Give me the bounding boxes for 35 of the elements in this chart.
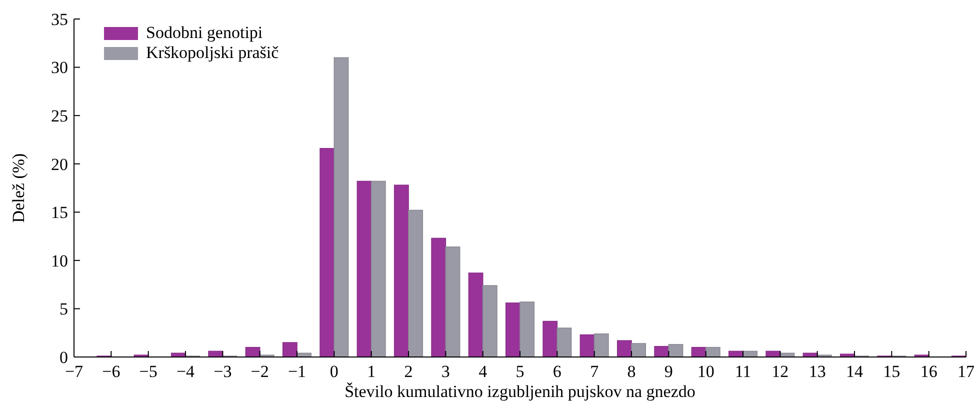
x-tick-label: 2 xyxy=(404,362,413,381)
y-tick-label: 10 xyxy=(51,251,68,270)
x-tick-label: 9 xyxy=(664,362,673,381)
x-tick-label: 7 xyxy=(590,362,600,381)
x-tick-label: 4 xyxy=(478,362,488,381)
legend-label: Sodobni genotipi xyxy=(146,23,263,42)
x-tick-label: 6 xyxy=(552,362,562,381)
x-tick-label: 3 xyxy=(441,362,450,381)
x-tick-label: 10 xyxy=(697,362,714,381)
x-tick-label: 0 xyxy=(330,362,338,381)
x-tick-label: −2 xyxy=(250,362,269,381)
x-tick-label: −3 xyxy=(214,362,232,381)
y-axis-title: Delež (%) xyxy=(9,153,28,223)
x-tick-label: −6 xyxy=(102,362,120,381)
y-tick-label: 30 xyxy=(51,58,68,78)
y-tick-label: 25 xyxy=(51,106,68,126)
y-tick-label: 20 xyxy=(51,154,68,174)
x-tick-label: 17 xyxy=(958,362,975,381)
x-tick-label: −4 xyxy=(176,362,196,381)
x-tick-label: 14 xyxy=(846,362,864,381)
x-tick-label: 13 xyxy=(808,362,826,381)
x-tick-label: −1 xyxy=(288,362,306,381)
x-axis-title: Število kumulativno izgubljenih pujskov na gnezdo xyxy=(344,382,696,401)
x-tick-label: 8 xyxy=(627,362,636,381)
x-tick-label: −5 xyxy=(139,362,158,381)
legend-label: Krškopoljski prašič xyxy=(146,43,280,62)
y-tick-label: 35 xyxy=(51,10,68,29)
x-tick-label: 16 xyxy=(920,362,938,381)
y-tick-label: 5 xyxy=(60,300,68,319)
y-tick-label: 15 xyxy=(51,203,68,222)
x-tick-label: 15 xyxy=(883,362,900,381)
x-tick-label: 1 xyxy=(367,362,376,381)
x-tick-label: 12 xyxy=(772,362,789,381)
x-tick-label: 5 xyxy=(516,362,524,381)
x-tick-label: 11 xyxy=(734,362,752,381)
